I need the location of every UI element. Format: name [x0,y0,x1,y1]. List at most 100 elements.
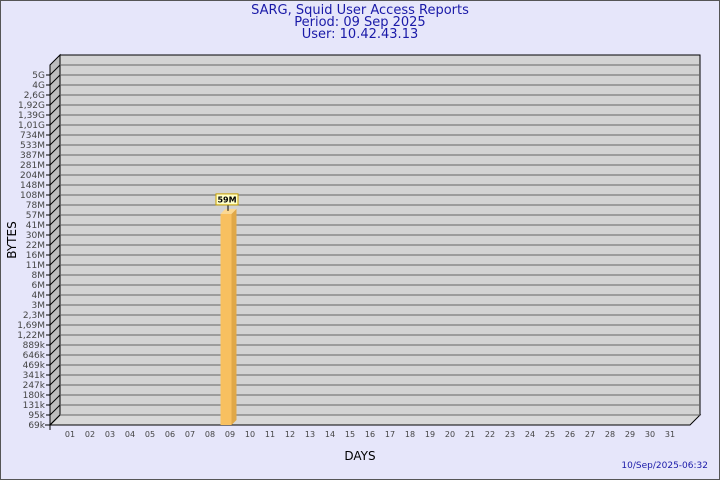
y-tick-diag [49,244,61,256]
y-tick-diag [49,404,61,416]
data-label-box [215,193,239,206]
y-tick-diag [49,364,61,376]
x-tick-label: 26 [565,430,575,439]
y-tick-diag [49,274,61,286]
y-tick-diag [49,374,61,386]
x-tick-label: 22 [485,430,495,439]
y-tick-diag [49,204,61,216]
y-tick-diag [49,94,61,106]
x-tick-label: 08 [205,430,215,439]
x-tick-label: 11 [265,430,275,439]
y-tick-diag [49,354,61,366]
x-tick-label: 24 [525,430,535,439]
x-tick-label: 10 [245,430,255,439]
x-tick-label: 03 [105,430,115,439]
timestamp: 10/Sep/2025-06:32 [621,461,708,471]
y-tick-label: 5G [32,71,45,81]
y-tick-label: 1,92G [18,101,45,111]
x-tick-label: 28 [605,430,615,439]
y-tick-diag [49,384,61,396]
y-tick-diag [49,104,61,116]
x-tick-label: 01 [65,430,75,439]
y-tick-diag [49,214,61,226]
y-tick-label: 734M [20,131,45,141]
y-tick-diag [49,74,61,86]
x-tick-label: 16 [365,430,375,439]
x-tick-label: 19 [425,430,435,439]
bar [220,213,232,425]
y-tick-label: 11M [26,261,45,271]
x-tick-label: 04 [125,430,135,439]
x-tick-label: 15 [345,430,355,439]
bar-side [231,208,237,425]
y-tick-label: 1,39G [18,111,45,121]
y-tick-label: 1,01G [18,121,45,131]
x-tick-label: 14 [325,430,335,439]
y-tick-label: 6M [32,281,46,291]
y-tick-diag [49,64,61,76]
y-tick-diag [49,194,61,206]
y-tick-label: 247k [23,381,46,391]
y-tick-label: 108M [20,191,45,201]
x-tick-label: 02 [85,430,95,439]
y-tick-label: 889k [23,341,46,351]
y-tick-label: 533M [20,141,45,151]
y-tick-diag [49,264,61,276]
y-tick-label: 78M [26,201,45,211]
y-tick-label: 4G [32,81,45,91]
y-tick-diag [49,184,61,196]
x-tick-label: 13 [305,430,315,439]
y-tick-diag [49,324,61,336]
y-tick-diag [49,224,61,236]
y-tick-label: 180k [23,391,46,401]
x-tick-label: 12 [285,430,295,439]
x-tick-label: 06 [165,430,175,439]
y-tick-label: 4M [32,291,46,301]
y-tick-diag [49,254,61,266]
y-tick-diag [49,144,61,156]
floor [48,414,702,426]
y-tick-label: 204M [20,171,45,181]
y-tick-diag [49,164,61,176]
y-tick-diag [49,334,61,346]
y-tick-label: 1,22M [17,331,45,341]
y-tick-label: 69k [28,421,45,431]
y-tick-label: 646k [23,351,46,361]
y-tick-label: 148M [20,181,45,191]
y-tick-label: 16M [26,251,45,261]
x-tick-label: 18 [405,430,415,439]
y-tick-label: 41M [26,221,45,231]
y-tick-diag [49,134,61,146]
y-tick-diag [49,84,61,96]
y-tick-diag [49,234,61,246]
y-tick-diag [49,154,61,166]
y-axis-label: BYTES [5,221,19,258]
y-tick-diag [49,394,61,406]
y-tick-label: 30M [26,231,45,241]
y-tick-diag [49,414,61,426]
bar-top [220,208,237,214]
x-tick-label: 21 [465,430,475,439]
y-tick-diag [49,294,61,306]
x-tick-label: 09 [225,430,235,439]
y-tick-label: 95k [28,411,45,421]
x-tick-label: 07 [185,430,195,439]
y-tick-label: 281M [20,161,45,171]
x-tick-label: 29 [625,430,635,439]
y-tick-label: 387M [20,151,45,161]
y-tick-label: 1,69M [17,321,45,331]
y-tick-label: 131k [23,401,46,411]
x-tick-label: 25 [545,430,555,439]
y-tick-label: 2,6G [24,91,45,101]
y-tick-label: 8M [32,271,46,281]
x-tick-label: 17 [385,430,395,439]
y-tick-label: 3M [32,301,46,311]
x-tick-label: 20 [445,430,455,439]
chart-user: User: 10.42.43.13 [301,27,419,42]
y-tick-diag [49,314,61,326]
x-tick-label: 23 [505,430,515,439]
x-tick-label: 27 [585,430,595,439]
x-tick-label: 30 [645,430,655,439]
y-tick-diag [49,114,61,126]
